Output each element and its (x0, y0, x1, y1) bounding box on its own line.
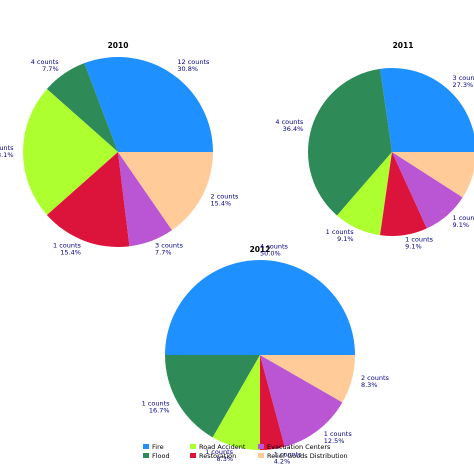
value-label: 8.3% (217, 455, 234, 463)
legend-label: Evacuation Centers (267, 443, 331, 451)
count-label: 4 counts (275, 118, 304, 126)
pie-slice (118, 152, 172, 247)
pie-slice (84, 56, 214, 152)
pie-slice (380, 152, 427, 236)
pie-title: 2011 (393, 41, 414, 50)
pie-slice (392, 152, 474, 198)
count-label: 4 counts (31, 58, 60, 66)
legend-swatch (190, 444, 196, 449)
pie-slice (165, 355, 260, 438)
pie-slice (260, 355, 343, 447)
value-label: 7.7% (42, 65, 59, 73)
legend-label: Fire (152, 443, 164, 451)
value-label: 15.4% (60, 249, 81, 257)
pie-slice (118, 152, 213, 231)
value-label: 23.1% (0, 151, 14, 159)
legend-swatch (143, 453, 149, 458)
value-label: 9.1% (453, 221, 470, 229)
value-label: 4.2% (274, 458, 291, 466)
pie-slice (392, 152, 463, 229)
value-label: 30.8% (177, 65, 198, 73)
pie-slice (46, 152, 130, 247)
pie-slice (308, 68, 392, 216)
pie-slice (46, 63, 118, 152)
legend-swatch (258, 453, 264, 458)
value-label: 36.4% (283, 125, 304, 133)
count-label: 1 counts (405, 235, 434, 243)
value-label: 27.3% (453, 81, 474, 89)
count-label: 1 counts (326, 228, 355, 236)
count-label: 3 counts (453, 74, 474, 82)
count-label: 1 counts (53, 242, 82, 250)
legend-swatch (258, 444, 264, 449)
count-label: 3 counts (0, 144, 14, 152)
value-label: 15.4% (211, 200, 232, 208)
pie-slice (212, 355, 260, 450)
legend-swatch (143, 444, 149, 449)
legend-label: Road Accident (199, 443, 246, 451)
value-label: 7.7% (155, 249, 172, 257)
count-label: 1 counts (205, 448, 234, 456)
count-label: 12 counts (177, 58, 210, 66)
pie-slice (260, 355, 285, 450)
pie-title: 2010 (108, 41, 129, 50)
pie-slice (380, 68, 474, 152)
value-label: 50.0% (260, 250, 281, 258)
value-label: 9.1% (405, 242, 422, 250)
legend-label: Flood (152, 452, 170, 460)
value-label: 9.1% (337, 235, 354, 243)
pie-slice (165, 260, 355, 355)
pie-slice (260, 355, 355, 403)
pie-slice (22, 89, 118, 215)
count-label: 1 counts (324, 430, 353, 438)
value-label: 8.3% (361, 381, 378, 389)
count-label: 4 counts (260, 243, 289, 251)
count-label: 1 counts (274, 451, 303, 459)
count-label: 2 counts (211, 193, 240, 201)
value-label: 16.7% (149, 406, 170, 414)
legend-label: Relief Goods Distribution (267, 452, 348, 460)
count-label: 2 counts (361, 374, 390, 382)
legend-label: Restoration (199, 452, 236, 460)
count-label: 1 counts (142, 399, 171, 407)
count-label: 3 counts (155, 242, 184, 250)
pie-slice (336, 152, 392, 236)
value-label: 12.5% (324, 437, 345, 445)
legend-swatch (190, 453, 196, 458)
count-label: 1 counts (453, 214, 474, 222)
pie-title: 2012 (250, 245, 271, 254)
